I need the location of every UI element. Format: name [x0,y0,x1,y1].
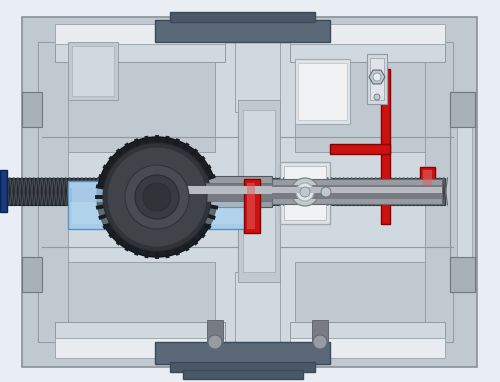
Bar [38,42,238,342]
Bar [367,54,387,104]
Bar [68,42,118,100]
Bar [170,362,315,372]
Bar [170,12,315,22]
Bar [0,170,7,212]
Bar [55,44,225,62]
Circle shape [374,94,380,100]
Bar [381,69,390,224]
Bar [247,183,255,229]
Bar [157,186,272,194]
Bar [295,59,350,124]
Bar [155,20,330,42]
Bar [70,188,246,202]
Bar [280,162,330,224]
Bar [207,320,223,342]
Bar [72,46,114,96]
Bar [183,370,303,379]
Bar [22,257,42,292]
Bar [55,322,225,340]
Bar [68,181,248,229]
Bar [22,92,42,127]
Circle shape [313,335,327,349]
Bar [55,57,215,152]
Bar [420,167,435,197]
Bar [55,338,225,358]
Bar [370,58,384,100]
Bar [290,24,445,44]
Circle shape [97,137,217,257]
Bar [425,42,453,342]
Bar [290,322,445,340]
Bar [72,188,244,224]
Circle shape [107,147,207,247]
Bar [55,24,225,44]
Bar [270,178,445,205]
Bar [290,338,445,358]
Bar [272,187,442,193]
Bar [55,262,215,342]
Bar [0,178,130,205]
Circle shape [300,187,310,197]
Bar [295,57,440,152]
Bar [243,110,275,272]
Bar [450,257,475,292]
Circle shape [125,165,189,229]
Bar [278,42,453,342]
Bar [284,166,326,220]
Bar [423,170,432,194]
Bar [235,42,280,112]
Circle shape [291,178,319,206]
Circle shape [373,73,381,81]
Bar [295,262,440,342]
Bar [272,185,442,199]
Bar [450,92,475,292]
Bar [450,92,475,127]
Bar [244,179,260,233]
Bar [38,42,68,342]
Bar [312,320,328,342]
Bar [290,44,445,62]
Circle shape [143,183,171,211]
Bar [155,342,330,364]
Circle shape [103,143,211,251]
Bar [238,100,280,282]
Bar [272,179,442,204]
Circle shape [321,187,331,197]
Bar [157,183,272,201]
Polygon shape [369,70,385,84]
Bar [157,176,272,207]
Bar [235,272,280,342]
Circle shape [296,183,314,201]
Bar [457,102,472,282]
Circle shape [135,175,179,219]
Circle shape [208,335,222,349]
Bar [298,63,347,120]
Bar [330,144,390,154]
